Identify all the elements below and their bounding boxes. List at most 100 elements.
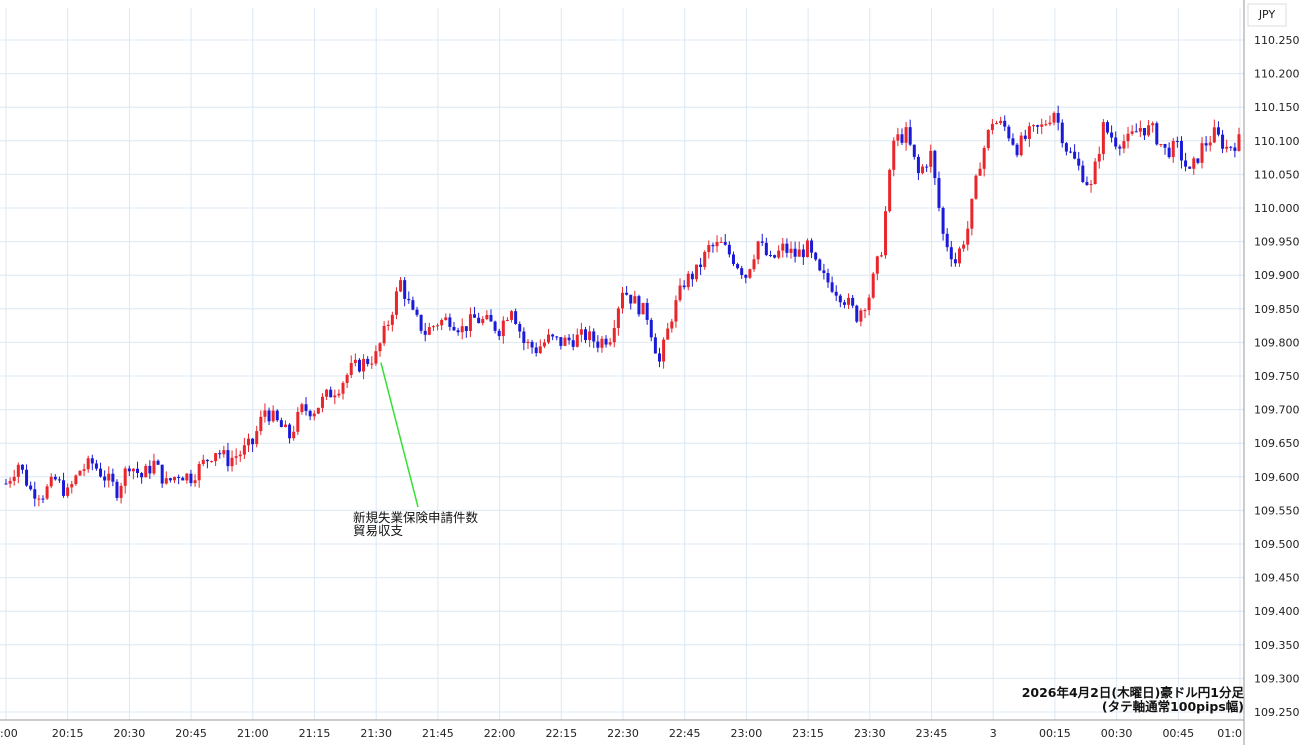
candle-body [727, 244, 731, 255]
y-tick-label: 109.400 [1254, 605, 1300, 618]
candle-body [707, 245, 711, 252]
y-tick-label: 110.050 [1254, 168, 1300, 181]
candle-body [1167, 147, 1171, 158]
candle-body [768, 255, 772, 257]
candle-body [1200, 143, 1204, 163]
candle-body [1114, 137, 1118, 147]
candle-body [1048, 122, 1052, 125]
y-tick-label: 109.250 [1254, 706, 1300, 719]
y-tick-label: 109.800 [1254, 336, 1300, 349]
candle-body [847, 297, 851, 305]
candle-body [1118, 146, 1122, 149]
candle-body [1015, 144, 1019, 156]
candle-body [312, 413, 316, 417]
candle-body [1204, 143, 1208, 146]
candle-body [57, 479, 61, 481]
candle-body [464, 326, 468, 331]
candle-body [1134, 131, 1138, 133]
y-tick-label: 109.300 [1254, 672, 1300, 685]
candle-body [1105, 122, 1109, 133]
candle-body [37, 498, 41, 500]
candle-body [448, 317, 452, 327]
candle-body [144, 465, 148, 478]
candle-body [530, 341, 534, 348]
candle-body [1212, 127, 1216, 143]
candle-body [1159, 143, 1163, 145]
candle-body [921, 166, 925, 174]
candle-body [33, 489, 37, 499]
candle-body [810, 240, 814, 253]
candle-body [756, 241, 760, 260]
candle-body [263, 410, 267, 417]
candle-body [584, 329, 588, 341]
candle-body [148, 465, 152, 474]
candle-body [320, 396, 324, 408]
candle-body [888, 169, 892, 212]
candle-body [300, 404, 304, 412]
candle-body [136, 468, 140, 474]
candle-body [1036, 125, 1040, 127]
candle-body [292, 431, 296, 439]
candle-body [875, 256, 879, 274]
candle-body [842, 302, 846, 305]
y-tick-label: 109.600 [1254, 471, 1300, 484]
candle-body [1085, 182, 1089, 186]
candle-body [559, 337, 563, 346]
event-annotation: 新規失業保険申請件数 貿易収支 [353, 511, 478, 537]
candle-body [460, 326, 464, 333]
candle-body [1221, 134, 1225, 149]
candle-body [694, 264, 698, 280]
candle-body [608, 342, 612, 345]
candle-body [468, 314, 472, 331]
candle-body [345, 375, 349, 383]
candle-body [1142, 128, 1146, 136]
y-tick-label: 110.100 [1254, 135, 1300, 148]
candle-body [801, 249, 805, 258]
candle-body [1184, 160, 1188, 167]
x-tick-label: 01:0 [1217, 727, 1242, 740]
candle-body [201, 459, 205, 464]
candle-body [653, 337, 657, 354]
candle-body [731, 254, 735, 265]
x-tick-label: 23:15 [792, 727, 824, 740]
candle-body [538, 346, 542, 354]
candle-body [793, 248, 797, 257]
candle-body [1179, 140, 1183, 161]
candle-body [164, 478, 168, 484]
candle-body [160, 464, 164, 484]
candle-body [115, 481, 119, 498]
candle-body [522, 331, 526, 344]
candle-body [748, 269, 752, 278]
candle-body [670, 321, 674, 329]
candle-body [296, 411, 300, 432]
candle-body [999, 120, 1003, 124]
candle-body [1110, 132, 1114, 138]
candle-body [592, 331, 596, 342]
candle-body [357, 359, 361, 372]
candle-body [242, 445, 246, 455]
candle-body [473, 314, 477, 318]
candle-body [1093, 161, 1097, 185]
candle-body [777, 250, 781, 258]
y-tick-label: 109.350 [1254, 639, 1300, 652]
candle-body [736, 264, 740, 269]
candle-body [805, 240, 809, 258]
candle-body [308, 410, 312, 417]
x-tick-label: 21:15 [299, 727, 331, 740]
candle-body [641, 302, 645, 315]
candle-body [119, 485, 123, 498]
candle-body [588, 331, 592, 341]
candle-body [214, 453, 218, 462]
candle-body [690, 273, 694, 280]
candle-body [518, 324, 522, 332]
candle-body [370, 363, 374, 365]
candle-body [1019, 135, 1023, 156]
chart-caption: 2026年4月2日(木曜日)豪ドル円1分足 (タテ軸通常100pips幅) [1022, 686, 1244, 714]
candle-body [386, 324, 390, 326]
candle-body [193, 480, 197, 484]
candle-body [234, 456, 238, 458]
y-tick-label: 109.700 [1254, 404, 1300, 417]
candle-body [390, 314, 394, 325]
